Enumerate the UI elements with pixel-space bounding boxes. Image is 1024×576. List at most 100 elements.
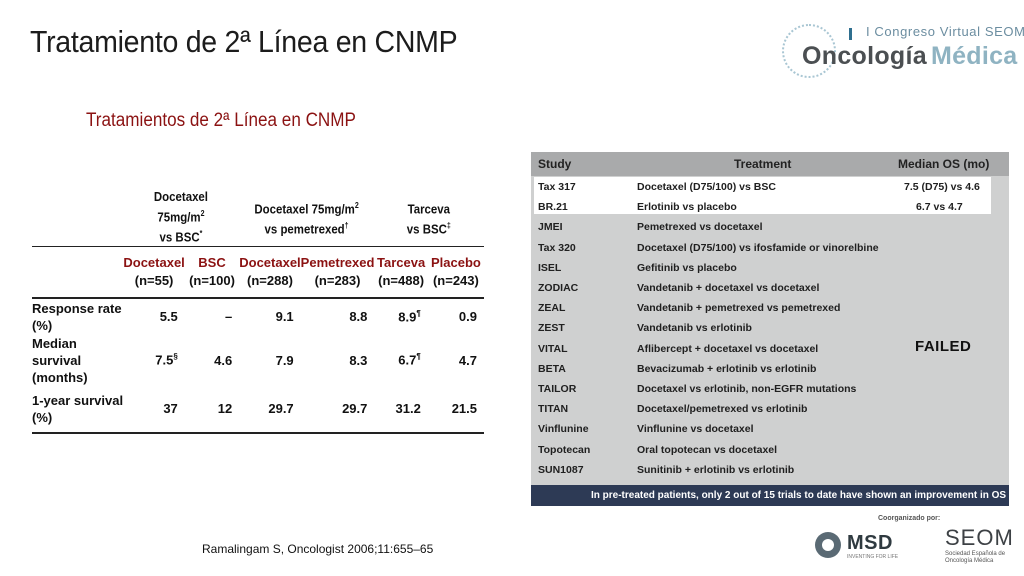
table-cell: 8.8 — [301, 298, 375, 335]
arm-n: (n=488) — [378, 272, 425, 288]
trial-row: ZEST Vandetanib vs erlotinib — [531, 318, 1009, 338]
table-cell: 5.5 — [123, 298, 184, 335]
trial-row: Vinflunine Vinflunine vs docetaxel — [531, 419, 1009, 439]
trial-treatment: Docetaxel/pemetrexed vs erlotinib — [637, 403, 808, 416]
cell-value: 7.5 — [155, 352, 174, 368]
header-os: Median OS (mo) — [898, 157, 990, 171]
msd-circle-icon — [815, 532, 841, 558]
trial-treatment: Oral topotecan vs docetaxel — [637, 443, 778, 456]
trial-treatment: Vandetanib + pemetrexed vs pemetrexed — [637, 302, 841, 315]
arm-name: Docetaxel — [239, 254, 301, 270]
table-cell: – — [185, 298, 239, 335]
trial-study: TITAN — [538, 403, 569, 416]
cell-value: 7.9 — [275, 352, 294, 368]
row-label-line: Response rate (%) — [32, 300, 122, 333]
group-line: Tarceva — [407, 200, 451, 216]
table-cell: 29.7 — [239, 385, 301, 434]
arm-header-row: Docetaxel (n=55) BSC (n=100) Docetaxel (n=2… — [32, 245, 484, 299]
arm-header: Docetaxel (n=55) — [123, 245, 185, 299]
positive-trials-highlight — [534, 177, 991, 214]
trial-row: ISEL Gefitinib vs placebo — [531, 258, 1009, 278]
row-label-line: 1-year survival — [32, 392, 124, 408]
arm-name: Docetaxel — [123, 254, 185, 270]
group-sup: 2 — [355, 200, 360, 210]
reference-citation: Ramalingam S, Oncologist 2006;11:655–65 — [202, 542, 434, 556]
trial-treatment: Aflibercept + docetaxel vs docetaxel — [637, 342, 819, 355]
trial-row: Topotecan Oral topotecan vs docetaxel — [531, 440, 1009, 460]
cell-value: 4.7 — [458, 352, 477, 368]
slide-title: Tratamiento de 2ª Línea en CNMP — [30, 24, 458, 59]
table-cell: 37 — [123, 385, 185, 434]
cell-value: 37 — [163, 401, 178, 417]
header-study: Study — [538, 157, 572, 171]
group-line: Docetaxel 75mg/m — [254, 200, 356, 216]
table-cell: 29.7 — [300, 385, 375, 434]
trial-treatment: Docetaxel (D75/100) vs BSC — [637, 181, 776, 193]
trial-treatment: Vandetanib + docetaxel vs docetaxel — [637, 282, 820, 294]
logo-word-1: Oncología — [802, 42, 927, 70]
group-mark: † — [344, 220, 349, 230]
arm-n: (n=288) — [247, 272, 293, 288]
table-row: Response rate (%) 5.5 – 9.1 8.8 8.9¶ 0.9 — [32, 298, 484, 335]
trial-study: TAILOR — [538, 383, 577, 395]
logo-word-2: Médica — [930, 42, 1018, 70]
arm-n: (n=55) — [134, 272, 174, 288]
logo-main-text: Oncología Médica — [802, 42, 1018, 71]
trial-row: TAILOR Docetaxel vs erlotinib, non-EGFR m… — [531, 379, 1009, 399]
table-cell: 0.9 — [428, 298, 484, 335]
msd-logo: MSD INVENTING FOR LIFE — [815, 530, 905, 562]
trial-row: TITAN Docetaxel/pemetrexed vs erlotinib — [531, 399, 1009, 419]
arm-name: Pemetrexed — [300, 254, 375, 270]
cell-mark: § — [173, 352, 178, 362]
trial-row: VITAL Aflibercept + docetaxel vs docetaxe… — [531, 339, 1009, 359]
trial-os: 6.7 vs 4.7 — [916, 201, 963, 214]
cell-value: 21.5 — [451, 401, 477, 417]
trial-treatment: Docetaxel vs erlotinib, non-EGFR mutatio… — [637, 383, 857, 395]
trial-row: BR.21 Erlotinib vs placebo 6.7 vs 4.7 — [531, 197, 1009, 217]
table-cell: 4.7 — [428, 335, 484, 386]
trial-row: Tax 320 Docetaxel (D75/100) vs ifosfamide… — [531, 238, 1009, 258]
group-line: Docetaxel 75mg/m — [154, 189, 209, 225]
cell-value: 9.1 — [275, 309, 294, 325]
logo-ring-icon — [782, 24, 836, 78]
table-cell: 7.5§ — [123, 335, 184, 386]
slide-subtitle: Tratamientos de 2ª Línea en CNMP — [86, 110, 356, 131]
table-row: Median survival (months) 7.5§ 4.6 7.9 8.3… — [32, 335, 484, 386]
row-label-line: (%) — [32, 409, 53, 425]
row-label: Response rate (%) — [32, 298, 123, 335]
trial-os: 7.5 (D75) vs 4.6 — [904, 181, 980, 193]
cell-value: 8.8 — [349, 309, 368, 325]
congress-logo: I Congreso Virtual SEOM Oncología Médica — [780, 20, 1024, 80]
cell-value: – — [225, 309, 233, 325]
arm-header: BSC (n=100) — [184, 245, 240, 299]
trial-treatment: Docetaxel (D75/100) vs ifosfamide or vin… — [637, 241, 879, 254]
table-cell: 6.7¶ — [374, 335, 427, 386]
table-cell: 4.6 — [185, 335, 239, 386]
trials-panel: Study Treatment Median OS (mo) Tax 317 Do… — [531, 152, 1009, 506]
logo-congress-text: I Congreso Virtual SEOM — [866, 24, 1024, 39]
cell-value: 6.7 — [398, 352, 417, 368]
group-header: Tarceva vs BSC‡ — [381, 188, 477, 246]
group-mark: * — [199, 229, 203, 239]
trial-study: Tax 317 — [538, 181, 576, 193]
trial-row: Tax 317 Docetaxel (D75/100) vs BSC 7.5 (D7… — [531, 177, 1009, 197]
seom-logo: SEOM Sociedad Española de Oncología Médi… — [945, 525, 1015, 565]
trial-row: ZEAL Vandetanib + pemetrexed vs pemetrexe… — [531, 298, 1009, 318]
row-label-line: (months) — [32, 369, 88, 385]
arm-header: Pemetrexed (n=283) — [300, 245, 375, 299]
row-label-line: Median survival — [32, 335, 82, 368]
msd-tagline: INVENTING FOR LIFE — [847, 554, 899, 560]
arm-n: (n=100) — [189, 272, 235, 288]
arm-name: BSC — [198, 254, 226, 270]
table-cell: 7.9 — [239, 335, 300, 386]
panel-footer: In pre-treated patients, only 2 out of 1… — [531, 485, 1009, 506]
seom-wordmark: SEOM — [945, 525, 1014, 550]
table-cell: 31.2 — [374, 385, 428, 434]
arm-n: (n=283) — [314, 272, 361, 288]
coorganized-label: Coorganizado por: — [878, 515, 941, 522]
group-header-row: Docetaxel 75mg/m2 vs BSC* Docetaxel 75mg… — [32, 188, 484, 246]
arm-name: Placebo — [430, 254, 481, 270]
trial-row: BETA Bevacizumab + erlotinib vs erlotinib — [531, 359, 1009, 379]
table-cell: 12 — [184, 385, 240, 434]
cell-value: 12 — [217, 401, 233, 417]
